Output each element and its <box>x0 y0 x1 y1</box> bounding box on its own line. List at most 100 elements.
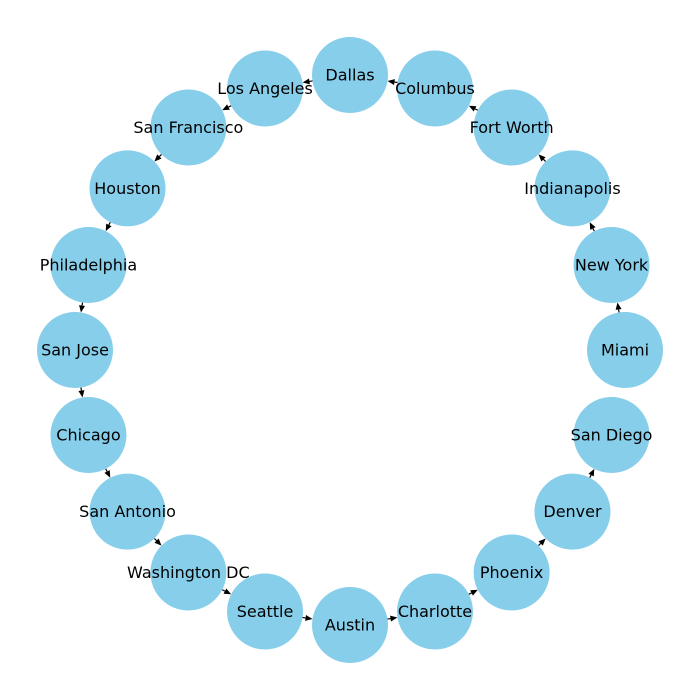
edge-austin-to-charlotte <box>387 615 398 622</box>
arrowhead-icon <box>222 104 230 111</box>
node-philadelphia: Philadelphia <box>40 227 137 304</box>
node-seattle: Seattle <box>227 573 304 650</box>
edge-line <box>592 228 595 232</box>
node-label: Seattle <box>237 602 294 621</box>
node-label: Denver <box>543 502 602 521</box>
node-indianapolis: Indianapolis <box>524 150 621 227</box>
node-label: Washington DC <box>127 563 250 582</box>
node-circle <box>396 573 473 650</box>
node-circle <box>573 227 650 304</box>
node-label: Dallas <box>325 66 374 85</box>
node-label: San Francisco <box>133 118 243 137</box>
node-label: Houston <box>94 179 161 198</box>
edge-line <box>474 108 479 111</box>
node-label: Philadelphia <box>40 256 137 275</box>
edge-philadelphia-to-san-jose <box>79 302 86 313</box>
node-circle <box>473 534 550 611</box>
node-circle <box>50 227 127 304</box>
node-los-angeles: Los Angeles <box>217 50 313 127</box>
node-columbus: Columbus <box>395 50 475 127</box>
node-circle <box>534 150 611 227</box>
edge-line <box>105 468 108 472</box>
edge-san-antonio-to-washington-dc <box>153 538 162 546</box>
arrowhead-icon <box>538 154 546 162</box>
node-san-francisco: San Francisco <box>133 89 243 166</box>
edge-chicago-to-san-antonio <box>104 468 111 478</box>
node-miami: Miami <box>587 312 663 388</box>
edge-san-francisco-to-houston <box>154 153 162 162</box>
edge-washington-dc-to-seattle <box>221 588 232 595</box>
node-label: San Diego <box>571 425 653 444</box>
node-label: Los Angeles <box>217 79 313 98</box>
arrowhead-icon <box>305 614 313 621</box>
node-chicago: Chicago <box>50 396 127 473</box>
node-circle <box>573 396 650 473</box>
arrowhead-icon <box>302 78 310 85</box>
edge-line <box>538 543 542 547</box>
node-circle <box>312 587 388 663</box>
node-label: Charlotte <box>398 602 472 621</box>
node-fort-worth: Fort Worth <box>470 89 554 166</box>
edge-seattle-to-austin <box>302 614 313 621</box>
arrowhead-icon <box>390 615 398 622</box>
node-label: Columbus <box>395 79 475 98</box>
arrowhead-icon <box>154 154 162 162</box>
node-san-antonio: San Antonio <box>79 473 176 550</box>
node-circle <box>312 37 388 113</box>
node-phoenix: Phoenix <box>473 534 550 611</box>
node-new-york: New York <box>573 227 650 304</box>
node-circle <box>534 473 611 550</box>
arrowhead-icon <box>538 538 546 546</box>
node-san-jose: San Jose <box>37 312 113 388</box>
node-label: Fort Worth <box>470 118 554 137</box>
node-label: Indianapolis <box>524 179 620 198</box>
node-circle <box>150 89 227 166</box>
arrowhead-icon <box>468 105 477 112</box>
edge-line <box>543 158 547 162</box>
node-denver: Denver <box>534 473 611 550</box>
nodes-layer: Miami New York Indianapolis Fort Worth Colum… <box>37 37 663 663</box>
node-label: Austin <box>325 616 375 635</box>
arrowhead-icon <box>387 79 395 86</box>
edge-line <box>221 589 226 592</box>
edge-houston-to-philadelphia <box>105 221 112 232</box>
edge-line <box>589 474 592 479</box>
edge-indianapolis-to-fort-worth <box>538 154 547 162</box>
arrowhead-icon <box>79 305 86 313</box>
edge-line <box>158 153 162 157</box>
node-circle <box>227 50 304 127</box>
node-austin: Austin <box>312 587 388 663</box>
node-san-diego: San Diego <box>571 396 653 473</box>
node-washington-dc: Washington DC <box>127 534 250 611</box>
node-label: New York <box>575 256 649 275</box>
node-circle <box>587 312 663 388</box>
node-circle <box>150 534 227 611</box>
edge-line <box>153 538 157 542</box>
arrowhead-icon <box>154 538 162 546</box>
edge-phoenix-to-denver <box>538 538 546 547</box>
node-dallas: Dallas <box>312 37 388 113</box>
edge-fort-worth-to-columbus <box>468 105 479 112</box>
arrowhead-icon <box>104 470 111 478</box>
node-circle <box>473 89 550 166</box>
node-circle <box>396 50 473 127</box>
arrowhead-icon <box>223 588 232 595</box>
edge-charlotte-to-phoenix <box>468 589 478 596</box>
node-label: San Jose <box>41 341 109 360</box>
node-charlotte: Charlotte <box>396 573 473 650</box>
node-circle <box>89 150 166 227</box>
node-circle <box>89 473 166 550</box>
arrowhead-icon <box>470 589 478 596</box>
arrowhead-icon <box>78 390 85 398</box>
edge-line <box>228 105 232 108</box>
arrowhead-icon <box>589 222 596 230</box>
node-label: Phoenix <box>480 563 543 582</box>
edge-line <box>468 592 472 595</box>
edge-new-york-to-indianapolis <box>589 222 596 232</box>
node-label: Miami <box>601 341 649 360</box>
edges-layer <box>78 78 622 622</box>
node-circle <box>227 573 304 650</box>
arrowhead-icon <box>588 468 595 477</box>
edge-dallas-to-los-angeles <box>302 78 313 85</box>
